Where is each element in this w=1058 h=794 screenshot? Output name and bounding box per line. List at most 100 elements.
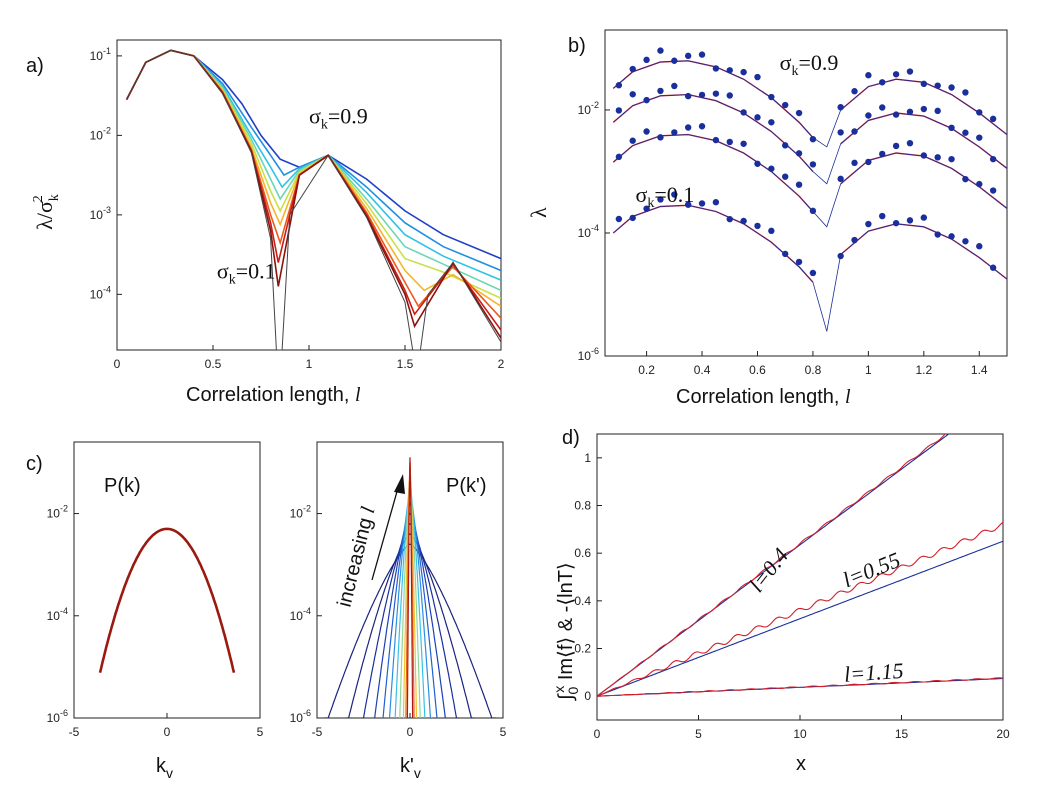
panel-b-dot bbox=[643, 96, 650, 104]
panel-c-right-series-line bbox=[324, 543, 496, 718]
increasing-arrow-label: increasing l bbox=[334, 504, 380, 609]
panel-d-series-line bbox=[597, 434, 947, 697]
panel-c-right-ytick-label: 10-2 bbox=[290, 504, 311, 521]
panel-b-dot bbox=[754, 114, 761, 121]
panel-b-dot bbox=[934, 231, 941, 238]
panel-b-dot bbox=[657, 196, 664, 203]
panel-c-left-series-line bbox=[98, 527, 236, 674]
panel-b-annotation-high: σk=0.9 bbox=[780, 50, 839, 79]
panel-b-ytick-label: 10-6 bbox=[578, 346, 599, 363]
panel-d-xtick-label: 10 bbox=[793, 727, 807, 741]
panel-b-dot bbox=[754, 73, 761, 81]
panel-d-xtick-label: 5 bbox=[695, 727, 702, 741]
panel-b-dot bbox=[906, 139, 914, 147]
panel-b-dot bbox=[698, 51, 706, 58]
panel-b-dot bbox=[906, 68, 914, 75]
panel-b-dot bbox=[989, 155, 997, 163]
panel-b-dot bbox=[712, 136, 720, 144]
panel-c-left-ytick-label: 10-6 bbox=[47, 708, 68, 725]
panel-c-left: 10-2 10-4 10-6-5 0 5 P(k) kv bbox=[47, 441, 264, 781]
panel-b-series bbox=[612, 47, 1007, 332]
panel-d-xtick-label: 20 bbox=[996, 727, 1010, 741]
panel-a-series-line bbox=[125, 49, 501, 272]
panel-b-dot bbox=[657, 47, 664, 54]
panel-c-left-xtick-label: 5 bbox=[257, 725, 264, 739]
panel-b-dot bbox=[795, 150, 803, 157]
panel-b-dot bbox=[768, 93, 775, 101]
panel-b-xtick-label: 1.2 bbox=[915, 363, 932, 377]
panel-a-xtick-label: 2 bbox=[498, 357, 505, 371]
panel-b-dot bbox=[962, 129, 969, 136]
panel-d-xtick-label: 0 bbox=[594, 727, 601, 741]
panel-b-dot bbox=[976, 180, 983, 188]
panel-d-ytick-label: 0.4 bbox=[574, 594, 591, 608]
panel-b-dot bbox=[865, 112, 872, 119]
panel-b-dot bbox=[865, 72, 872, 79]
panel-a-series-line bbox=[125, 49, 501, 331]
panel-c-right-series bbox=[324, 457, 496, 718]
panel-b-dot bbox=[976, 109, 983, 116]
panel-b-dot bbox=[989, 264, 997, 271]
panel-d-annotation-0: l=0.4 bbox=[744, 543, 794, 597]
panel-b-dot bbox=[934, 82, 941, 89]
panel-d-ticks: 0 5 10 15 20 0 0.2 0.4 0.6 0.8 1 bbox=[574, 451, 1010, 741]
panel-b-dot bbox=[782, 173, 789, 180]
panel-b-dot bbox=[684, 92, 692, 100]
panel-b-dot bbox=[837, 103, 844, 111]
panel-b-dot bbox=[934, 154, 941, 161]
panel-b-theory-line bbox=[612, 204, 814, 283]
panel-b-dot bbox=[768, 227, 775, 235]
panel-b-dot bbox=[976, 134, 983, 141]
panel-b-dot bbox=[837, 175, 844, 183]
panel-b-label: b) bbox=[568, 35, 586, 57]
panel-b-xtick-label: 1 bbox=[865, 363, 872, 377]
panel-d-series-line bbox=[597, 540, 1003, 697]
panel-b-dot bbox=[892, 71, 900, 78]
panel-a-ytick-label: 10-3 bbox=[90, 205, 111, 222]
panel-b-dot bbox=[615, 215, 623, 223]
panel-b-xtick-label: 0.4 bbox=[694, 363, 711, 377]
panel-b-dot bbox=[962, 238, 969, 245]
panel-b-dot bbox=[948, 233, 955, 240]
panel-b-theory-line bbox=[840, 223, 1007, 280]
panel-b-dot bbox=[712, 65, 720, 72]
panel-c-left-series bbox=[98, 527, 236, 674]
panel-d-xtick-label: 15 bbox=[895, 727, 909, 741]
panel-b-dot bbox=[768, 165, 775, 172]
panel-b-dot bbox=[948, 84, 955, 91]
panel-c-right-series-line bbox=[406, 457, 414, 718]
panel-b-dot bbox=[615, 82, 623, 89]
panel-b-dot bbox=[698, 123, 706, 130]
panel-b-xtick-label: 1.4 bbox=[971, 363, 988, 377]
panel-d-ytick-label: 0.2 bbox=[574, 642, 591, 656]
panel-b-dot bbox=[643, 56, 650, 64]
panel-b-dot bbox=[962, 89, 969, 96]
panel-b-dot bbox=[754, 160, 761, 167]
panel-b-dot bbox=[629, 91, 636, 98]
panel-b-dot bbox=[892, 219, 900, 227]
panel-b-numeric-line bbox=[613, 94, 1007, 185]
panel-a-xtick-label: 1 bbox=[306, 357, 313, 371]
panel-b-dot bbox=[795, 109, 803, 117]
panel-b-numeric-line bbox=[613, 134, 1007, 228]
panel-b-dot bbox=[809, 207, 817, 215]
panel-c-right-ytick-label: 10-6 bbox=[290, 708, 311, 725]
panel-a-xtick-label: 0.5 bbox=[205, 357, 222, 371]
panel-a-xtick-label: 0 bbox=[114, 357, 121, 371]
panel-b-dot bbox=[976, 243, 983, 250]
panel-c-right-xtick-label: -5 bbox=[312, 725, 323, 739]
panel-c-right-xlabel: k'v bbox=[400, 755, 421, 781]
panel-b-dot bbox=[671, 82, 678, 90]
panel-b-dot bbox=[851, 88, 858, 95]
panel-d-ytick-label: 0.6 bbox=[574, 546, 591, 560]
panel-b-dot bbox=[809, 269, 817, 277]
panel-d-series-line bbox=[597, 521, 1003, 697]
panel-b-dot bbox=[879, 212, 886, 220]
panel-a-ytick-label: 10-2 bbox=[90, 125, 111, 142]
panel-b-dot bbox=[712, 90, 720, 97]
panel-b-dot bbox=[740, 109, 747, 116]
panel-c-right-ticks: 10-2 10-4 10-6-5 0 5 bbox=[290, 504, 507, 739]
panel-b-dot bbox=[657, 87, 664, 95]
increasing-arrow-shaft bbox=[371, 487, 399, 581]
panel-b-numeric-line bbox=[613, 204, 1007, 332]
